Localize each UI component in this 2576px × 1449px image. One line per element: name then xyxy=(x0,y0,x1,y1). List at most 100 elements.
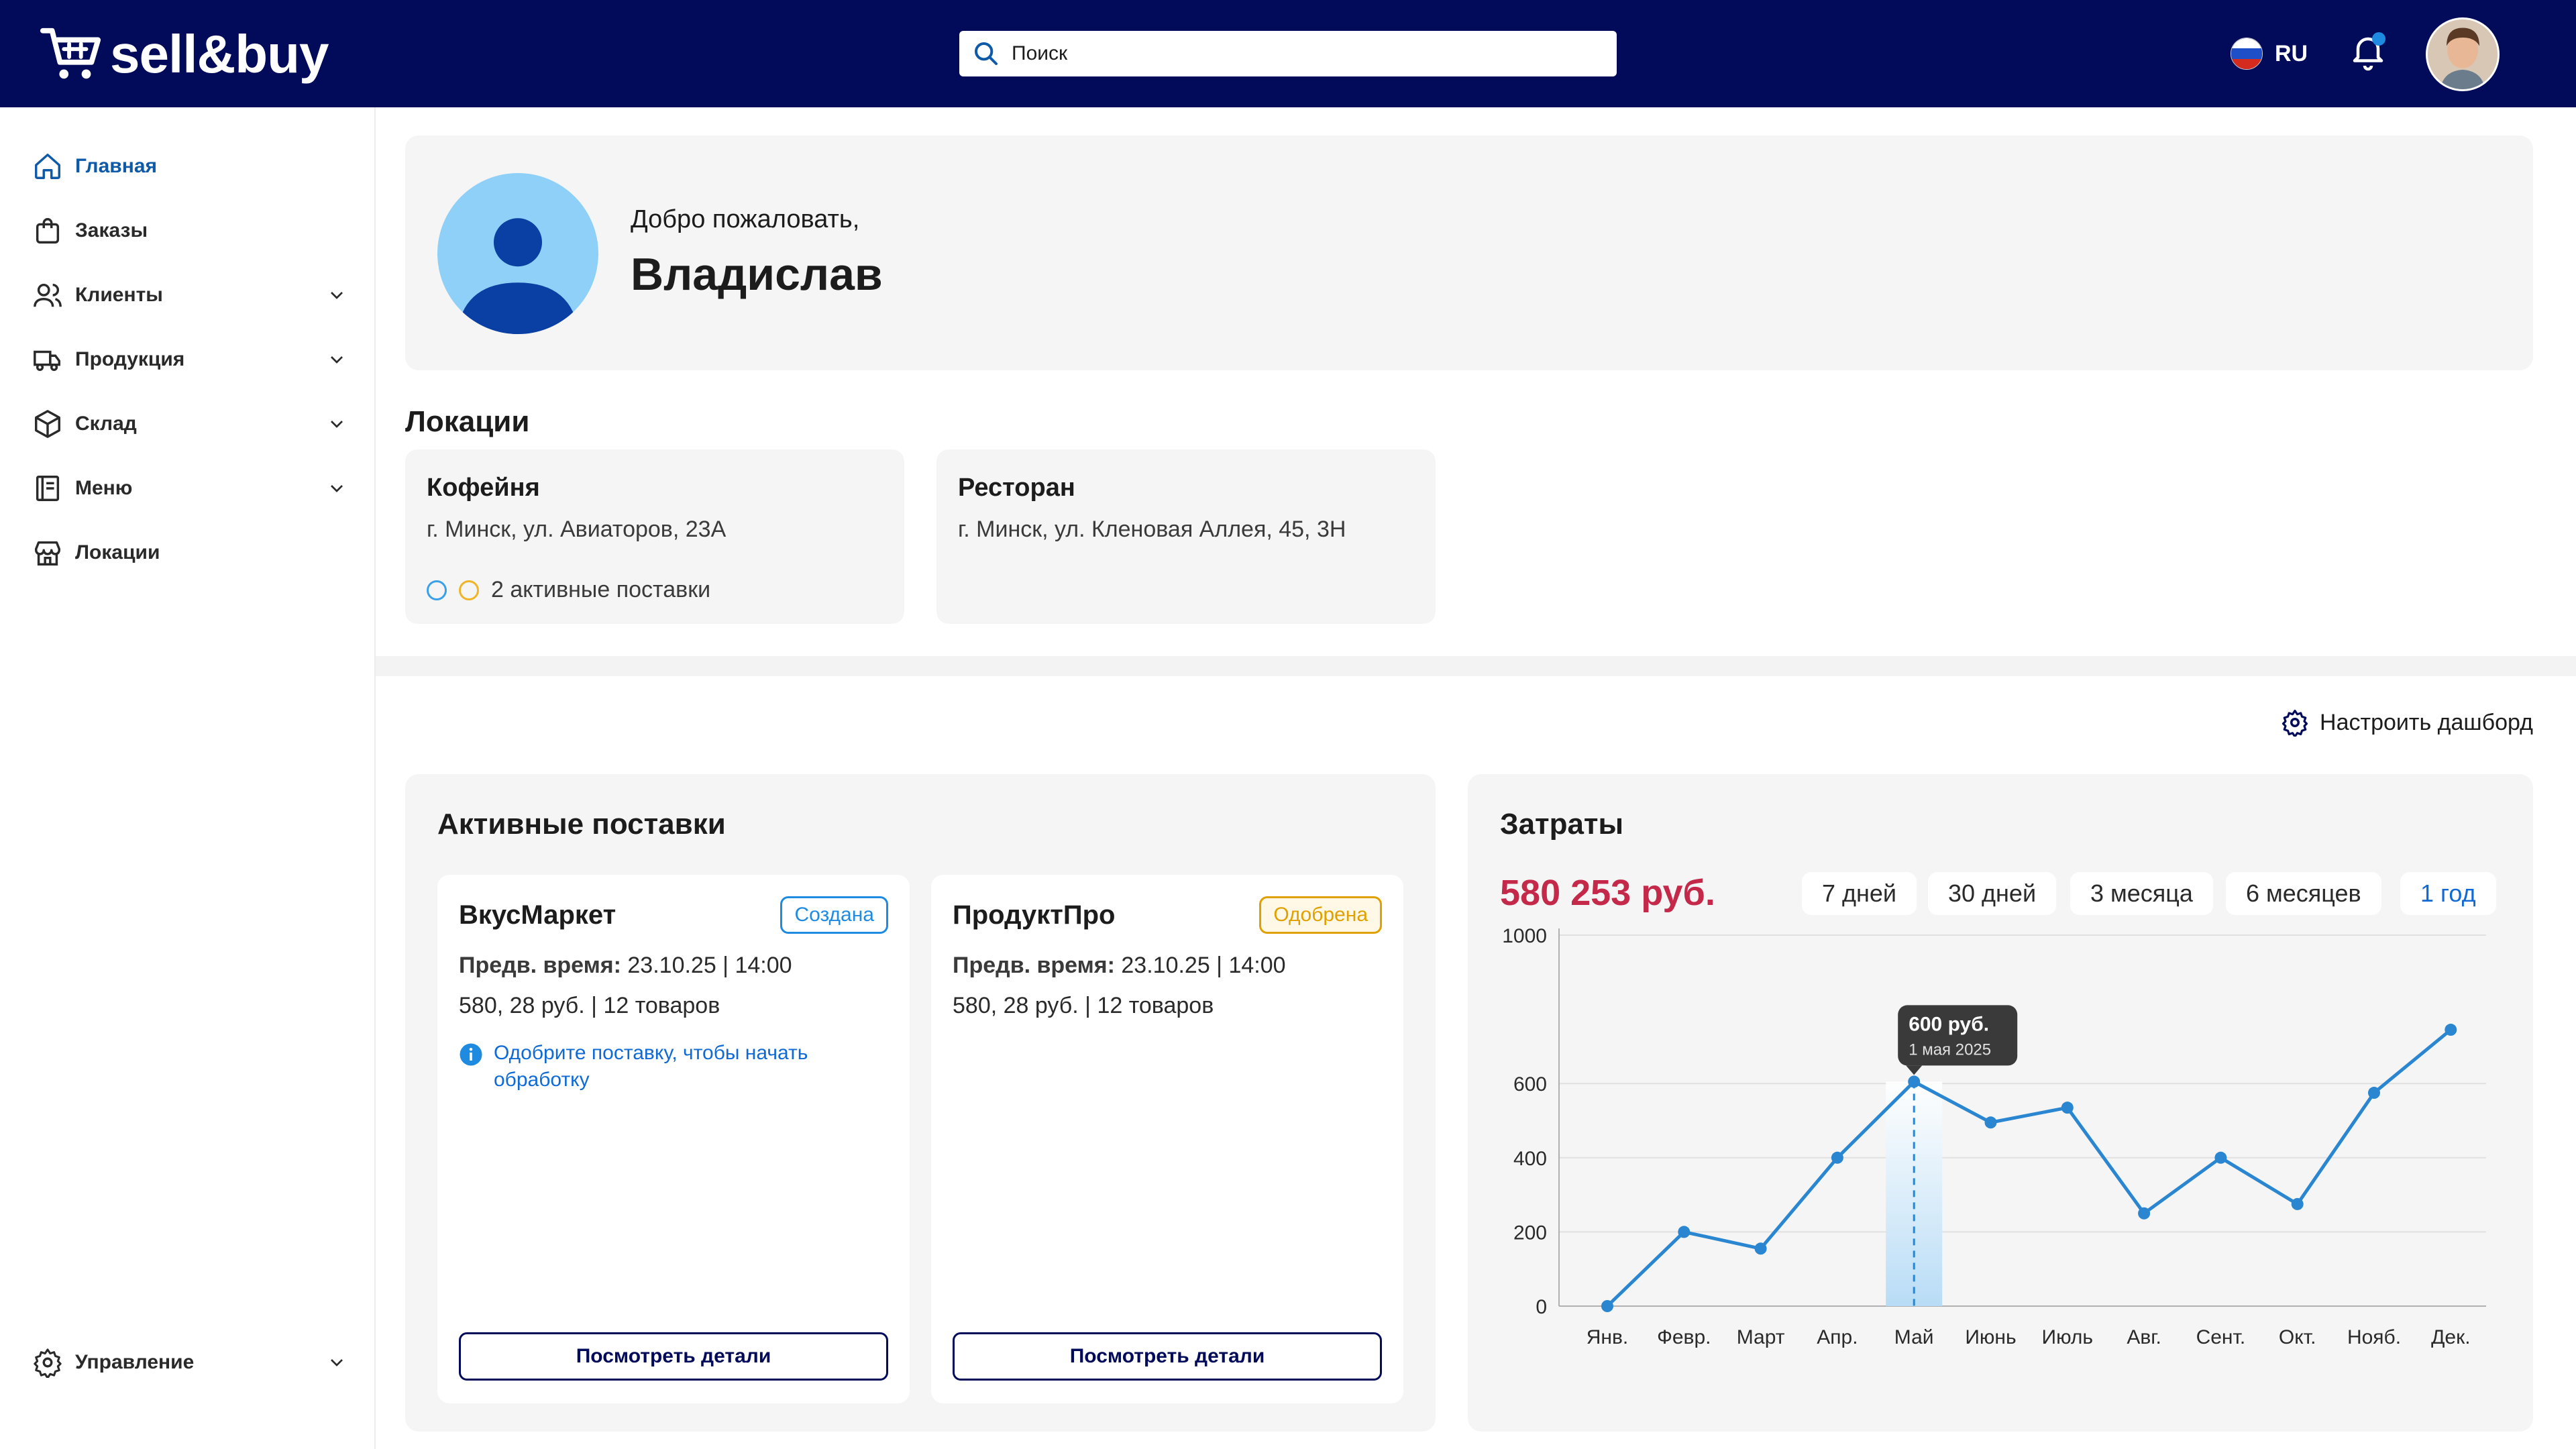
delivery-time-label: Предв. время: xyxy=(459,953,621,978)
deliveries-title: Активные поставки xyxy=(437,808,726,841)
period-30-days[interactable]: 30 дней xyxy=(1928,872,2057,915)
period-7-days[interactable]: 7 дней xyxy=(1802,872,1917,915)
tooltip-arrow xyxy=(1906,1065,1923,1075)
x-tick-label: Дек. xyxy=(2431,1326,2470,1348)
brand-logo[interactable]: sell&buy xyxy=(40,24,329,85)
x-tick-label: Март xyxy=(1737,1326,1785,1348)
costs-line-chart: 0 200 400 600 1000 Янв. Февр. Март Апр. Май Июнь Ию… xyxy=(1502,928,2486,1348)
x-tick-label: Июнь xyxy=(1965,1326,2016,1348)
delivery-card: ВкусМаркет Создана Предв. время: 23.10.2… xyxy=(437,875,910,1403)
configure-dashboard-button[interactable]: Настроить дашборд xyxy=(2281,708,2533,737)
location-name: Ресторан xyxy=(958,474,1075,502)
sidebar-item-management[interactable]: Управление xyxy=(32,1340,347,1385)
status-ring-blue xyxy=(427,580,447,600)
period-6-months[interactable]: 6 месяцев xyxy=(2226,872,2381,915)
sidebar-item-orders[interactable]: Заказы xyxy=(32,209,347,253)
welcome-subtitle: Добро пожаловать, xyxy=(631,205,860,233)
top-header: sell&buy RU xyxy=(0,0,2576,107)
x-tick-label: Сент. xyxy=(2196,1326,2246,1348)
users-icon xyxy=(34,283,62,307)
language-switcher[interactable]: RU xyxy=(2231,35,2308,72)
sidebar-item-label: Меню xyxy=(75,477,133,499)
data-point xyxy=(1984,1116,1997,1129)
y-tick-label: 400 xyxy=(1513,1148,1547,1170)
view-details-button[interactable]: Посмотреть детали xyxy=(953,1332,1382,1381)
location-status-text: 2 активные поставки xyxy=(491,577,711,602)
shopping-bag-icon xyxy=(36,218,60,244)
view-details-button[interactable]: Посмотреть детали xyxy=(459,1332,888,1381)
sidebar-item-products[interactable]: Продукция xyxy=(32,337,347,382)
x-tick-label: Окт. xyxy=(2279,1326,2316,1348)
delivery-time-value: 23.10.25 | 14:00 xyxy=(627,953,792,978)
x-tick-label: Февр. xyxy=(1657,1326,1711,1348)
tooltip-date: 1 мая 2025 xyxy=(1909,1040,1991,1059)
sidebar-item-home[interactable]: Главная xyxy=(32,144,347,189)
delivery-card: ПродуктПро Одобрена Предв. время: 23.10.… xyxy=(931,875,1403,1403)
gear-icon xyxy=(2282,709,2308,737)
delivery-summary: 580, 28 руб. | 12 товаров xyxy=(459,993,720,1018)
section-divider xyxy=(376,656,2576,676)
sidebar-item-label: Продукция xyxy=(75,348,185,370)
chevron-down-icon xyxy=(331,356,343,364)
gear-icon xyxy=(34,1348,62,1378)
sidebar-item-locations[interactable]: Локации xyxy=(32,531,347,575)
delivery-time: Предв. время: 23.10.25 | 14:00 xyxy=(953,953,1286,979)
sidebar-item-warehouse[interactable]: Склад xyxy=(32,402,347,446)
location-card[interactable]: Кофейня г. Минск, ул. Авиаторов, 23А 2 а… xyxy=(405,449,904,624)
delivery-hint: Одобрите поставку, чтобы начать обработк… xyxy=(459,1040,861,1093)
delivery-supplier: ВкусМаркет xyxy=(459,900,616,930)
costs-total: 580 253 руб. xyxy=(1500,873,1715,913)
configure-dashboard-label: Настроить дашборд xyxy=(2320,709,2533,735)
period-3-months[interactable]: 3 месяца xyxy=(2070,872,2213,915)
box-icon xyxy=(35,410,60,438)
chevron-down-icon xyxy=(331,421,343,428)
chevron-down-icon xyxy=(331,1359,343,1366)
delivery-summary: 580, 28 руб. | 12 товаров xyxy=(953,993,1214,1018)
welcome-user-name: Владислав xyxy=(631,249,883,300)
x-tick-label: Авг. xyxy=(2127,1326,2161,1348)
search-input[interactable] xyxy=(1012,42,1602,65)
delivery-time-label: Предв. время: xyxy=(953,953,1115,978)
series-line xyxy=(1606,1028,2452,1307)
status-ring-yellow xyxy=(459,580,479,600)
search-box[interactable] xyxy=(959,31,1617,76)
truck-icon xyxy=(34,350,60,372)
data-point xyxy=(2291,1197,2304,1210)
data-point xyxy=(1908,1075,1921,1088)
info-icon xyxy=(460,1043,482,1066)
location-address: г. Минск, ул. Кленовая Аллея, 45, 3Н xyxy=(958,517,1346,542)
notification-dot xyxy=(2372,32,2385,46)
costs-panel: Затраты 580 253 руб. 7 дней 30 дней 3 ме… xyxy=(1468,774,2533,1432)
delivery-supplier: ПродуктПро xyxy=(953,900,1116,930)
data-point xyxy=(2138,1207,2151,1220)
data-point xyxy=(1678,1226,1690,1238)
status-badge: Одобрена xyxy=(1259,896,1382,934)
user-avatar[interactable] xyxy=(2426,17,2500,91)
sidebar-item-menu[interactable]: Меню xyxy=(32,466,347,511)
data-point xyxy=(1754,1242,1767,1255)
delivery-time: Предв. время: 23.10.25 | 14:00 xyxy=(459,953,792,979)
x-tick-label: Май xyxy=(1894,1326,1934,1348)
notifications-button[interactable] xyxy=(2348,32,2388,72)
location-card[interactable]: Ресторан г. Минск, ул. Кленовая Аллея, 4… xyxy=(936,449,1436,624)
sidebar-item-clients[interactable]: Клиенты xyxy=(32,273,347,317)
russia-flag-icon xyxy=(2231,38,2263,70)
language-code: RU xyxy=(2275,40,2308,66)
location-name: Кофейня xyxy=(427,474,540,502)
tooltip-box xyxy=(1898,1005,2018,1066)
home-icon xyxy=(35,154,60,179)
user-photo-icon xyxy=(2428,19,2498,89)
y-tick-label: 600 xyxy=(1513,1073,1547,1095)
delivery-hint-text: Одобрите поставку, чтобы начать обработк… xyxy=(494,1042,808,1091)
sidebar-item-label: Склад xyxy=(75,413,137,435)
x-tick-label: Апр. xyxy=(1817,1326,1858,1348)
delivery-time-value: 23.10.25 | 14:00 xyxy=(1121,953,1286,978)
search-icon xyxy=(975,42,998,65)
active-deliveries-panel: Активные поставки ВкусМаркет Создана Пре… xyxy=(405,774,1436,1432)
sidebar-item-label: Управление xyxy=(75,1351,195,1373)
y-tick-label: 0 xyxy=(1536,1296,1547,1318)
store-icon xyxy=(35,541,60,566)
data-point xyxy=(1601,1300,1613,1312)
y-tick-label: 200 xyxy=(1513,1222,1547,1244)
period-1-year[interactable]: 1 год xyxy=(2400,872,2496,915)
